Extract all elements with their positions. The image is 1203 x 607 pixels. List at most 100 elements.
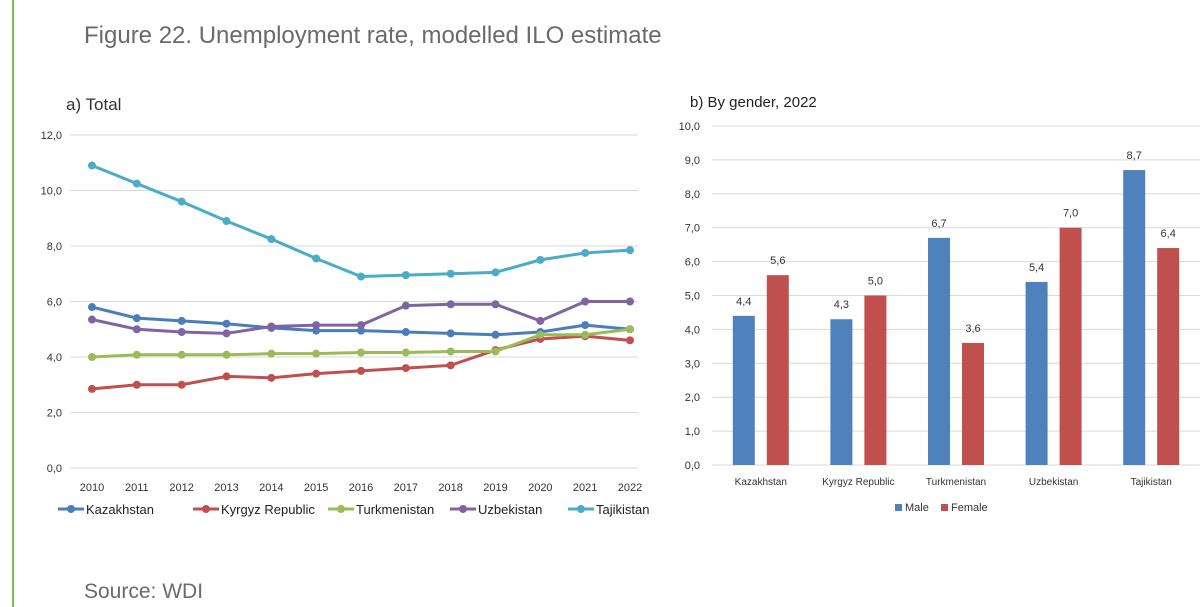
legend-swatch-male <box>895 504 902 511</box>
line-point <box>491 330 500 339</box>
bar-chart-x-ticks: Kazakhstan Kyrgyz Republic Turkmenistan Uzb… <box>735 477 1172 488</box>
bar-male <box>1025 281 1048 465</box>
bar-chart-y-tick-label: 4,0 <box>685 324 700 336</box>
legend-marker <box>337 505 345 513</box>
source-note: Source: WDI <box>84 580 204 603</box>
line-point <box>267 235 276 244</box>
bar-chart-legend: Male Female <box>895 502 988 514</box>
line-point <box>177 350 186 359</box>
bar-chart-y-tick-label: 6,0 <box>685 257 700 269</box>
line-point <box>177 316 186 325</box>
line-chart-x-tick-label: 2017 <box>394 482 418 494</box>
bar-chart-title: b) By gender, 2022 <box>690 94 817 111</box>
line-chart-title: a) Total <box>66 95 121 114</box>
bar-chart-y-tick-label: 1,0 <box>685 426 700 438</box>
line-point <box>88 303 96 312</box>
line-chart-y-tick-label: 8,0 <box>47 241 62 253</box>
line-point <box>536 316 545 325</box>
line-chart-x-tick-label: 2019 <box>483 482 507 494</box>
bar-chart-category-label: Kazakhstan <box>735 477 787 488</box>
line-point <box>491 347 500 356</box>
line-chart-x-tick-label: 2021 <box>573 482 597 494</box>
line-point <box>446 347 455 356</box>
line-chart-y-tick-label: 4,0 <box>47 352 62 364</box>
bar-data-label: 4,4 <box>736 296 751 308</box>
bar-female <box>1059 227 1082 465</box>
legend-label: Kazakhstan <box>86 502 154 517</box>
line-chart-x-tick-label: 2018 <box>438 482 462 494</box>
legend-label: Male <box>905 502 929 514</box>
bar-data-label: 3,6 <box>965 323 980 335</box>
line-point <box>312 349 321 358</box>
line-point <box>132 325 141 334</box>
line-chart-series <box>88 161 634 393</box>
bar-male <box>1123 170 1146 465</box>
line-point <box>491 268 500 277</box>
line-chart-x-tick-label: 2011 <box>125 482 149 494</box>
line-point <box>626 336 634 345</box>
figure-title: Figure 22. Unemployment rate, modelled I… <box>84 22 662 49</box>
line-point <box>581 248 590 257</box>
line-point <box>88 353 96 361</box>
line-point <box>312 369 321 378</box>
legend-label: Tajikistan <box>596 502 649 517</box>
line-chart-grid <box>70 134 638 469</box>
legend-label: Female <box>951 502 988 514</box>
line-point <box>132 350 141 359</box>
line-point <box>536 330 545 339</box>
line-chart-x-tick-label: 2013 <box>214 482 238 494</box>
line-chart-x-tick-label: 2010 <box>80 482 104 494</box>
bar-data-label: 7,0 <box>1063 208 1078 220</box>
line-point <box>357 366 365 375</box>
bar-chart-category-label: Tajikistan <box>1131 477 1172 488</box>
line-point <box>491 300 500 309</box>
left-accent-rule <box>12 0 14 607</box>
line-point <box>222 329 231 338</box>
line-point <box>267 373 276 382</box>
bar-chart-category-label: Turkmenistan <box>926 477 986 488</box>
line-chart-x-tick-label: 2015 <box>304 482 328 494</box>
bar-chart-y-tick-label: 5,0 <box>685 291 700 303</box>
line-chart-y-tick-label: 12,0 <box>41 130 62 142</box>
line-point <box>222 372 231 381</box>
line-point <box>222 319 231 328</box>
line-point <box>357 321 365 330</box>
line-point <box>357 326 365 335</box>
line-point <box>132 380 141 389</box>
bar-data-label: 5,0 <box>868 276 883 288</box>
bar-male <box>830 319 853 465</box>
line-point <box>401 301 410 310</box>
bar-data-label: 4,3 <box>834 299 849 311</box>
line-chart-y-tick-label: 2,0 <box>47 408 62 420</box>
legend-marker <box>202 505 210 513</box>
bar-chart-y-tick-label: 9,0 <box>685 155 700 167</box>
line-point <box>222 350 231 359</box>
line-point <box>581 321 590 330</box>
legend-label: Uzbekistan <box>478 502 542 517</box>
line-chart-y-tick-label: 6,0 <box>47 297 62 309</box>
line-point <box>88 161 96 170</box>
line-point <box>312 326 321 335</box>
line-point <box>626 297 634 306</box>
line-point <box>88 315 96 324</box>
bar-chart-y-ticks: 0,0 1,0 2,0 3,0 4,0 5,0 6,0 7,0 8,0 9,0 10,0 <box>679 121 700 472</box>
legend-marker <box>67 505 75 513</box>
line-point <box>88 384 96 393</box>
line-point <box>401 348 410 357</box>
bar-chart-y-tick-label: 2,0 <box>685 392 700 404</box>
bar-female <box>864 295 887 465</box>
line-chart-x-tick-label: 2012 <box>169 482 193 494</box>
line-point <box>267 349 276 358</box>
legend-swatch-female <box>941 504 948 511</box>
bar-chart-y-tick-label: 8,0 <box>685 189 700 201</box>
bar-chart-category-label: Kyrgyz Republic <box>822 477 894 488</box>
line-point <box>267 322 276 331</box>
line-point <box>446 269 455 278</box>
line-point <box>401 328 410 337</box>
line-point <box>581 297 590 306</box>
line-point <box>312 254 321 263</box>
line-point <box>177 380 186 389</box>
line-point <box>357 272 365 281</box>
